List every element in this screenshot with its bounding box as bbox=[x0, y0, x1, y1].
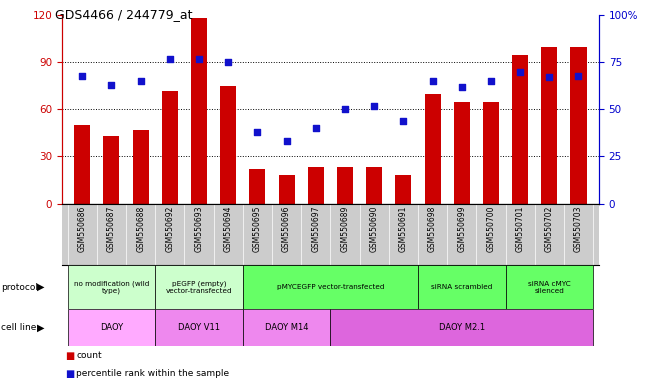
Point bbox=[165, 56, 175, 62]
Bar bbox=[424, 94, 441, 204]
Point bbox=[515, 69, 525, 75]
Bar bbox=[454, 102, 470, 204]
Text: DAOY: DAOY bbox=[100, 323, 123, 332]
Point bbox=[135, 78, 146, 84]
Point bbox=[340, 106, 350, 113]
Text: GSM550699: GSM550699 bbox=[457, 205, 466, 252]
Text: pMYCEGFP vector-transfected: pMYCEGFP vector-transfected bbox=[277, 284, 384, 290]
Text: GSM550695: GSM550695 bbox=[253, 205, 262, 252]
Point bbox=[77, 73, 87, 79]
Point bbox=[398, 118, 409, 124]
Text: GDS4466 / 244779_at: GDS4466 / 244779_at bbox=[55, 8, 193, 21]
Text: GSM550694: GSM550694 bbox=[224, 205, 232, 252]
Point bbox=[223, 59, 234, 65]
Text: siRNA scrambled: siRNA scrambled bbox=[431, 284, 492, 290]
Text: GSM550686: GSM550686 bbox=[77, 205, 87, 252]
Text: ▶: ▶ bbox=[36, 322, 44, 333]
Text: GSM550691: GSM550691 bbox=[399, 205, 408, 252]
Point bbox=[456, 84, 467, 90]
Point bbox=[427, 78, 437, 84]
Text: DAOY V11: DAOY V11 bbox=[178, 323, 220, 332]
Text: ■: ■ bbox=[65, 351, 74, 361]
Point bbox=[369, 103, 380, 109]
Text: protocol: protocol bbox=[1, 283, 38, 291]
Bar bbox=[308, 167, 324, 204]
Bar bbox=[506, 265, 593, 309]
Text: pEGFP (empty)
vector-transfected: pEGFP (empty) vector-transfected bbox=[166, 280, 232, 294]
Bar bbox=[418, 265, 506, 309]
Point bbox=[574, 73, 584, 79]
Point bbox=[106, 82, 117, 88]
Point bbox=[252, 129, 262, 135]
Bar bbox=[243, 265, 418, 309]
Bar bbox=[68, 265, 155, 309]
Bar bbox=[570, 47, 587, 204]
Bar bbox=[104, 136, 120, 204]
Bar bbox=[133, 130, 148, 204]
Point bbox=[311, 125, 321, 131]
Bar bbox=[162, 91, 178, 204]
Bar bbox=[366, 167, 382, 204]
Text: ■: ■ bbox=[65, 369, 74, 379]
Bar bbox=[512, 55, 528, 204]
Text: GSM550693: GSM550693 bbox=[195, 205, 204, 252]
Text: percentile rank within the sample: percentile rank within the sample bbox=[76, 369, 229, 377]
Point bbox=[486, 78, 496, 84]
Text: cell line: cell line bbox=[1, 323, 36, 332]
Bar bbox=[249, 169, 266, 204]
Text: no modification (wild
type): no modification (wild type) bbox=[74, 280, 149, 294]
Bar bbox=[243, 309, 331, 346]
Text: GSM550702: GSM550702 bbox=[545, 205, 554, 252]
Text: count: count bbox=[76, 351, 102, 360]
Text: siRNA cMYC
silenced: siRNA cMYC silenced bbox=[528, 281, 571, 293]
Point bbox=[281, 138, 292, 144]
Point bbox=[194, 56, 204, 62]
Text: GSM550703: GSM550703 bbox=[574, 205, 583, 252]
Bar bbox=[331, 309, 593, 346]
Text: DAOY M2.1: DAOY M2.1 bbox=[439, 323, 485, 332]
Bar bbox=[68, 309, 155, 346]
Text: GSM550688: GSM550688 bbox=[136, 205, 145, 252]
Text: ▶: ▶ bbox=[36, 282, 44, 292]
Text: GSM550697: GSM550697 bbox=[311, 205, 320, 252]
Text: GSM550698: GSM550698 bbox=[428, 205, 437, 252]
Bar bbox=[279, 175, 295, 204]
Bar bbox=[541, 47, 557, 204]
Bar bbox=[155, 265, 243, 309]
Bar bbox=[191, 18, 207, 204]
Bar bbox=[395, 175, 411, 204]
Bar bbox=[220, 86, 236, 204]
Point bbox=[544, 74, 555, 81]
Text: GSM550701: GSM550701 bbox=[516, 205, 525, 252]
Text: DAOY M14: DAOY M14 bbox=[265, 323, 309, 332]
Text: GSM550692: GSM550692 bbox=[165, 205, 174, 252]
Text: GSM550689: GSM550689 bbox=[340, 205, 350, 252]
Bar bbox=[155, 309, 243, 346]
Text: GSM550700: GSM550700 bbox=[486, 205, 495, 252]
Text: GSM550696: GSM550696 bbox=[282, 205, 291, 252]
Bar bbox=[74, 125, 90, 204]
Text: GSM550690: GSM550690 bbox=[370, 205, 379, 252]
Bar bbox=[483, 102, 499, 204]
Text: GSM550687: GSM550687 bbox=[107, 205, 116, 252]
Bar bbox=[337, 167, 353, 204]
